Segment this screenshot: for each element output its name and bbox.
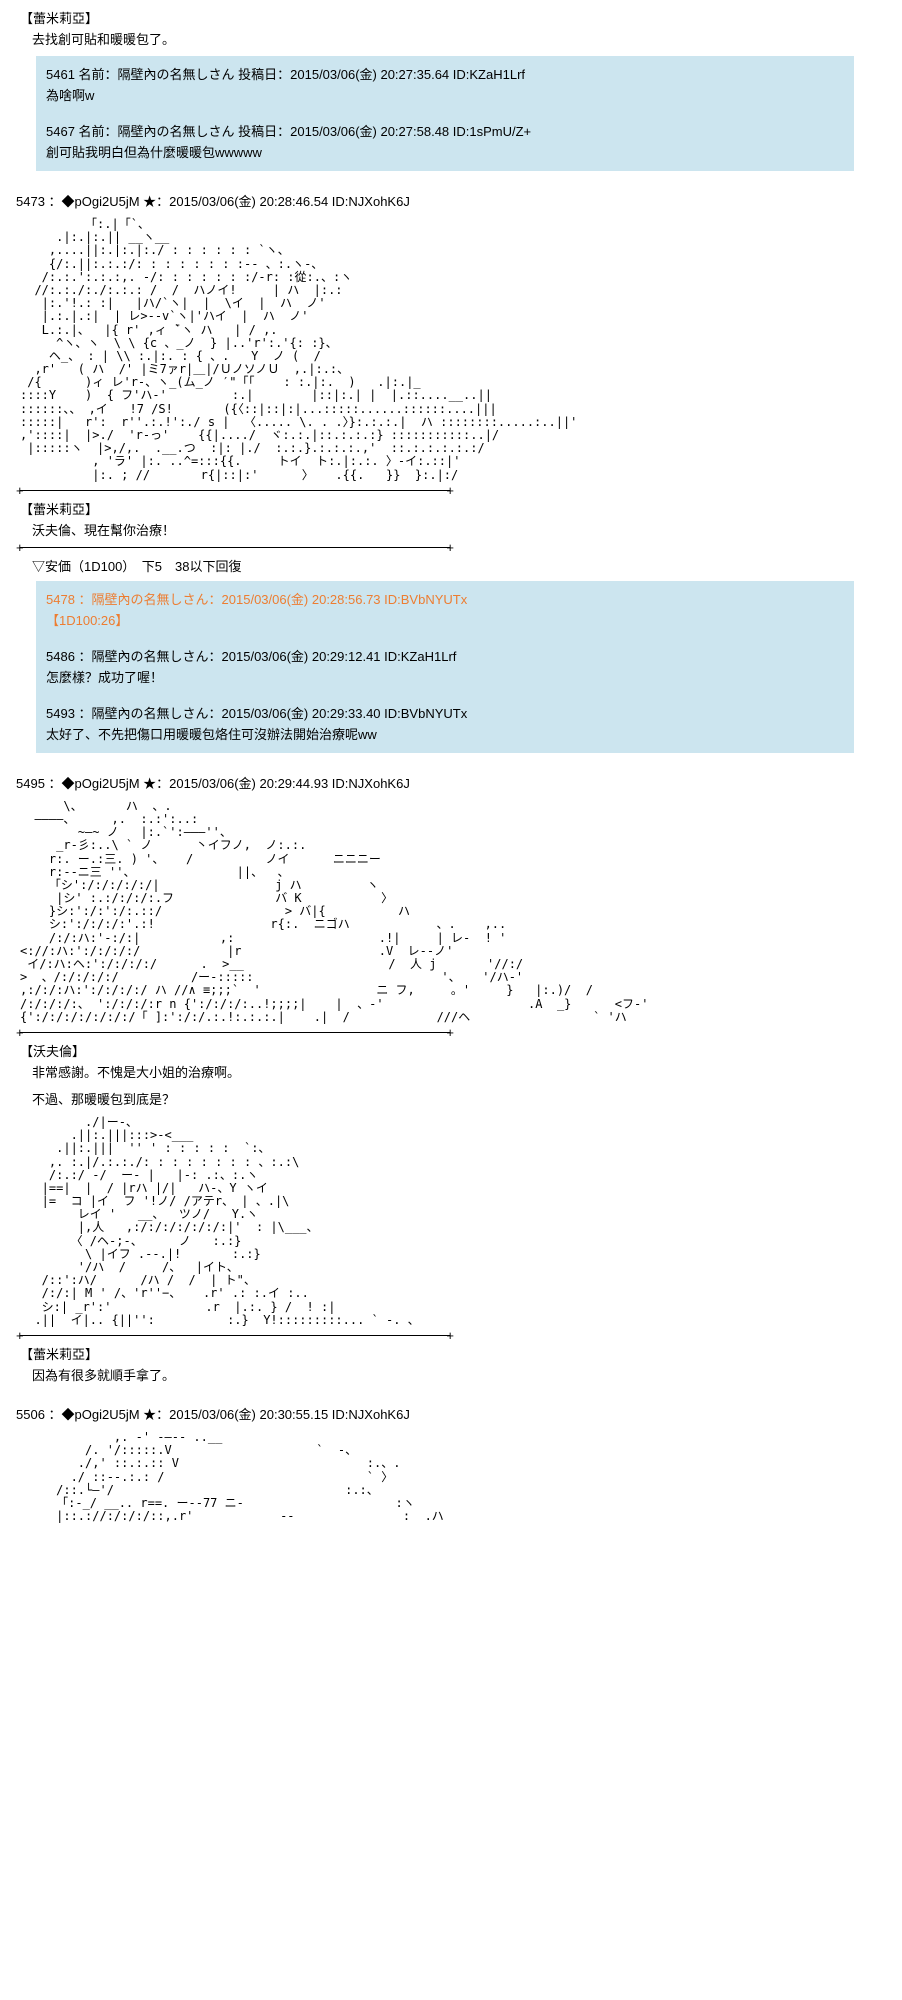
quote-header: 5461 名前：隔壁內の名無しさん 投稿日：2015/03/06(金) 20:2…: [46, 64, 844, 83]
quote-header: 5493 ：隔壁內の名無しさん：2015/03/06(金) 20:29:33.4…: [46, 703, 844, 722]
dialogue-text: 非常感謝。不愧是大小姐的治療啊。: [32, 1062, 894, 1081]
dialogue-text: 不過、那暖暖包到底是？: [32, 1089, 894, 1108]
ascii-art: \、 ハ 、. ————、 ,. :.:':..: ~―~ ノ |:.`':――…: [20, 800, 894, 1024]
quote-header-highlight: 5478 ：隔壁內の名無しさん：2015/03/06(金) 20:28:56.7…: [46, 589, 844, 608]
divider: [20, 1335, 450, 1336]
divider: [20, 490, 450, 491]
post-header: 5506 ：◆pOgi2U5jM ★：2015/03/06(金) 20:30:5…: [16, 1404, 894, 1423]
anka-text: ▽安価（1D100） 下5 38以下回復: [32, 556, 894, 575]
post-header: 5473 ：◆pOgi2U5jM ★：2015/03/06(金) 20:28:4…: [16, 191, 894, 210]
quote-body: 創可貼我明白但為什麼暖暖包wwwww: [46, 142, 844, 161]
dialogue-text: 因為有很多就順手拿了。: [32, 1365, 894, 1384]
quote-body: 為啥啊w: [46, 85, 844, 104]
quote-body: 怎麼樣？成功了喔！: [46, 667, 844, 686]
dialogue-text: 去找創可貼和暖暖包了。: [32, 29, 894, 48]
character-name: 【蕾米莉亞】: [20, 8, 894, 27]
character-name: 【沃夫倫】: [20, 1041, 894, 1060]
quote-block: 5478 ：隔壁內の名無しさん：2015/03/06(金) 20:28:56.7…: [36, 581, 854, 753]
post-header: 5495 ：◆pOgi2U5jM ★：2015/03/06(金) 20:29:4…: [16, 773, 894, 792]
quote-body-highlight: 【1D100:26】: [46, 610, 844, 629]
dialogue-text: 沃夫倫、現在幫你治療！: [32, 520, 894, 539]
ascii-art: 「:.|「`、 .|:.|:.|| __ヽ__ ,....||:.|:.|:./…: [20, 218, 894, 482]
ascii-art: ,. -' ‐―-- ..__ /. '/:::::.V ` -、 ./,' :…: [20, 1431, 894, 1523]
character-name: 【蕾米莉亞】: [20, 1344, 894, 1363]
quote-block: 5461 名前：隔壁內の名無しさん 投稿日：2015/03/06(金) 20:2…: [36, 56, 854, 171]
character-name: 【蕾米莉亞】: [20, 499, 894, 518]
ascii-art: ./|ー-、 .||:.|||:::>-<___ .||:.||| '' ' :…: [20, 1116, 894, 1327]
quote-header: 5486 ：隔壁內の名無しさん：2015/03/06(金) 20:29:12.4…: [46, 646, 844, 665]
divider: [20, 1032, 450, 1033]
divider: [20, 547, 450, 548]
section-1: 【蕾米莉亞】 去找創可貼和暖暖包了。 5461 名前：隔壁內の名無しさん 投稿日…: [8, 8, 894, 171]
quote-header: 5467 名前：隔壁內の名無しさん 投稿日：2015/03/06(金) 20:2…: [46, 121, 844, 140]
quote-body: 太好了、不先把傷口用暖暖包烙住可沒辦法開始治療呢ww: [46, 724, 844, 743]
